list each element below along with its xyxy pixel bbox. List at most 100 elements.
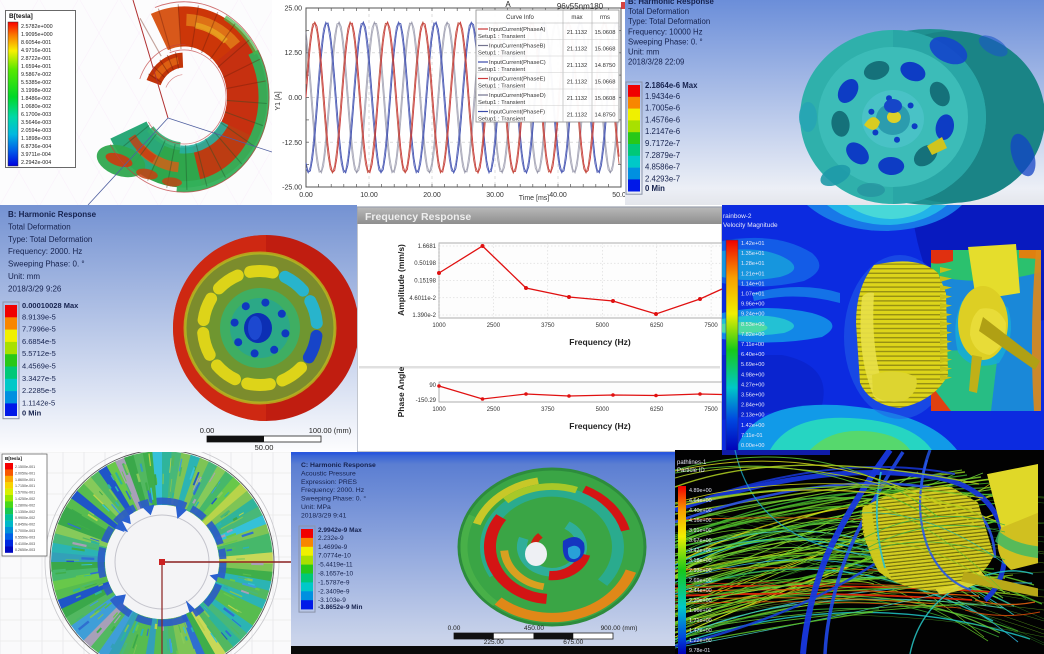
svg-text:0.00: 0.00 [299,192,313,199]
svg-text:0 Min: 0 Min [22,409,42,418]
svg-text:Setup1 : Transient: Setup1 : Transient [478,117,525,123]
svg-text:0.5550e-003: 0.5550e-003 [15,535,35,539]
svg-text:4.89e+00: 4.89e+00 [689,488,712,494]
svg-text:8.6054e-001: 8.6054e-001 [21,40,51,46]
svg-text:InputCurrent(PhaseA): InputCurrent(PhaseA) [489,27,545,33]
svg-text:9.5867e-002: 9.5867e-002 [21,72,51,78]
svg-text:Frequency: 10000 Hz: Frequency: 10000 Hz [628,27,703,36]
svg-text:7.2879e-7: 7.2879e-7 [645,151,680,160]
svg-text:InputCurrent(PhaseB): InputCurrent(PhaseB) [489,44,545,50]
svg-text:2.2942e-004: 2.2942e-004 [21,160,51,166]
svg-text:10.00: 10.00 [360,192,378,199]
svg-text:0.00: 0.00 [288,95,302,102]
svg-text:8.53e+00: 8.53e+00 [741,322,765,328]
svg-text:-3.103e-9: -3.103e-9 [318,597,346,604]
svg-text:2.84e+00: 2.84e+00 [741,403,765,409]
svg-text:Particle ID: Particle ID [677,468,705,474]
svg-text:C: Harmonic Response: C: Harmonic Response [301,462,376,469]
svg-text:Setup1 : Transient: Setup1 : Transient [478,67,525,73]
svg-text:4.4569e-5: 4.4569e-5 [22,362,56,371]
svg-text:1.42e+01: 1.42e+01 [741,241,765,247]
svg-text:12.50: 12.50 [284,50,302,57]
svg-text:InputCurrent(PhaseD): InputCurrent(PhaseD) [489,93,546,99]
svg-text:Type: Total Deformation: Type: Total Deformation [628,17,710,26]
svg-text:21.1132: 21.1132 [567,80,588,86]
svg-text:2.232e-9: 2.232e-9 [318,535,344,542]
svg-text:1.0680e-002: 1.0680e-002 [21,104,51,110]
svg-text:0.8450e-002: 0.8450e-002 [15,523,35,527]
svg-text:2.2285e-5: 2.2285e-5 [22,386,56,395]
svg-text:7.7996e-5: 7.7996e-5 [22,325,56,334]
svg-text:2.13e+00: 2.13e+00 [741,413,765,419]
svg-text:6.1700e-003: 6.1700e-003 [21,112,51,118]
svg-text:3750: 3750 [541,407,555,413]
svg-text:1000: 1000 [432,407,446,413]
svg-text:14.8750: 14.8750 [595,63,616,69]
svg-text:21.1132: 21.1132 [567,96,588,102]
svg-text:2018/3/28 22:09: 2018/3/28 22:09 [628,58,684,67]
svg-text:1.42e+00: 1.42e+00 [741,423,765,429]
svg-text:1.6681: 1.6681 [418,244,437,250]
svg-text:Setup1 : Transient: Setup1 : Transient [478,51,525,57]
svg-text:1.35e+01: 1.35e+01 [741,251,765,257]
svg-text:1.9095e+000: 1.9095e+000 [21,32,53,38]
svg-text:7500: 7500 [704,407,718,413]
svg-text:Velocity Magnitude: Velocity Magnitude [723,222,778,229]
svg-text:6.8736e-004: 6.8736e-004 [21,144,51,150]
svg-text:4.98e+00: 4.98e+00 [741,372,765,378]
svg-text:3750: 3750 [541,323,555,329]
svg-text:-8.1657e-10: -8.1657e-10 [318,571,353,578]
svg-text:96v55nm180: 96v55nm180 [557,2,604,11]
svg-text:Setup1 : Transient: Setup1 : Transient [478,100,525,106]
svg-text:B[tesla]: B[tesla] [5,456,22,461]
svg-text:4.64e+00: 4.64e+00 [689,498,712,504]
svg-text:1.7150e-001: 1.7150e-001 [15,484,35,488]
svg-text:5000: 5000 [596,407,610,413]
svg-text:7.11e+00: 7.11e+00 [741,342,764,348]
svg-text:2.20e+00: 2.20e+00 [689,598,712,604]
svg-text:9.7172e-7: 9.7172e-7 [645,139,680,148]
svg-text:InputCurrent(PhaseE): InputCurrent(PhaseE) [489,77,545,83]
svg-text:1.1350e-002: 1.1350e-002 [15,510,35,514]
svg-text:-12.50: -12.50 [282,140,302,147]
svg-text:2018/3/29 9:26: 2018/3/29 9:26 [8,284,62,293]
svg-text:6.40e+00: 6.40e+00 [741,352,765,358]
svg-text:3.67e+00: 3.67e+00 [689,538,712,544]
svg-text:3.5646e-003: 3.5646e-003 [21,120,51,126]
svg-text:1.28e+01: 1.28e+01 [741,261,765,267]
svg-text:1.1142e-5: 1.1142e-5 [22,398,55,407]
svg-text:2.4293e-7: 2.4293e-7 [645,174,680,183]
svg-text:1.07e+01: 1.07e+01 [741,292,765,298]
svg-text:0.00e+00: 0.00e+00 [741,443,765,449]
svg-text:2.0050e-001: 2.0050e-001 [15,471,35,475]
svg-text:90: 90 [429,383,436,389]
svg-text:20.00: 20.00 [423,192,441,199]
svg-text:21.1132: 21.1132 [567,30,588,36]
svg-text:pathlines-1: pathlines-1 [677,460,707,466]
svg-text:-5.4419e-11: -5.4419e-11 [318,562,353,569]
svg-text:0.4100e-003: 0.4100e-003 [15,542,35,546]
svg-text:7.11e-01: 7.11e-01 [741,433,763,439]
svg-text:Frequency Response: Frequency Response [365,211,471,223]
svg-text:2.9942e-9 Max: 2.9942e-9 Max [318,527,362,534]
svg-text:Unit: MPa: Unit: MPa [301,504,331,511]
svg-text:8.9139e-5: 8.9139e-5 [22,312,56,321]
svg-text:15.0668: 15.0668 [595,80,616,86]
svg-text:15.0668: 15.0668 [595,47,616,53]
svg-text:-3.8652e-9 Min: -3.8652e-9 Min [318,604,362,611]
svg-text:Setup1 : Transient: Setup1 : Transient [478,34,525,40]
svg-text:21.1132: 21.1132 [567,63,588,69]
svg-text:-2.3409e-9: -2.3409e-9 [318,588,350,595]
svg-text:7.0774e-10: 7.0774e-10 [318,553,351,560]
svg-text:3.9711e-004: 3.9711e-004 [21,152,51,158]
svg-text:1.4699e-9: 1.4699e-9 [318,544,348,551]
svg-text:0.00: 0.00 [200,426,215,435]
svg-text:rainbow-2: rainbow-2 [723,213,752,220]
svg-text:-150.29: -150.29 [416,398,437,404]
svg-text:30.00: 30.00 [486,192,504,199]
svg-text:Sweeping Phase: 0. °: Sweeping Phase: 0. ° [301,495,366,503]
svg-text:Frequency (Hz): Frequency (Hz) [569,337,631,347]
svg-text:1.390e-2: 1.390e-2 [412,313,436,319]
svg-text:9.24e+00: 9.24e+00 [741,312,765,318]
svg-text:6.6854e-5: 6.6854e-5 [22,337,56,346]
